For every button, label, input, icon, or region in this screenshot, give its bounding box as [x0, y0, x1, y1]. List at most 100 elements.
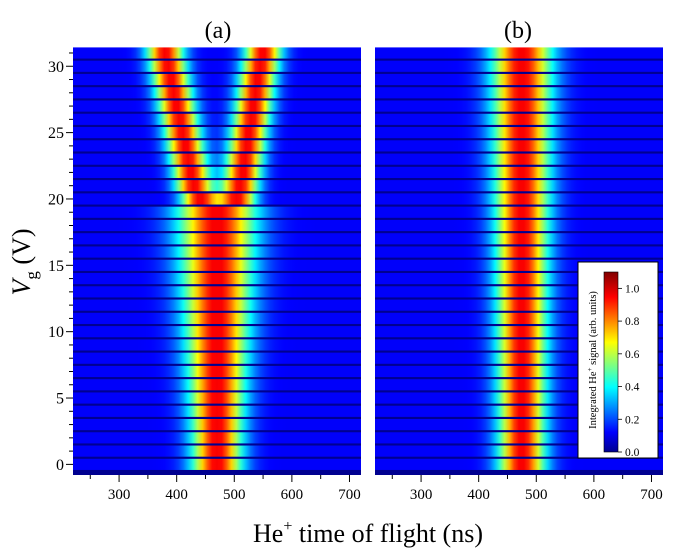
x-axis-label-rest: time of flight (ns) [292, 519, 483, 548]
x-tick-label-a-700: 700 [338, 487, 361, 503]
heatmap-row-a-vg-21 [73, 180, 361, 192]
y-axis-label-symbol: V [7, 276, 36, 295]
heatmap-row-a-vg-6 [73, 379, 361, 391]
panel-a-x-axis: 300 400 500 600 700 [89, 475, 361, 503]
heatmap-row-a-vg-7 [73, 365, 361, 378]
y-axis-label-subscript: g [22, 271, 41, 280]
heatmap-row-a-vg-12 [73, 299, 361, 311]
svg-text:Integrated He+ signal (arb. un: Integrated He+ signal (arb. units) [586, 291, 599, 429]
panel-b-heatmap [375, 47, 663, 470]
panel-b-title: (b) [504, 18, 532, 44]
x-tick-label-b-600: 600 [583, 487, 606, 503]
heatmap-row-b-vg-15 [375, 259, 663, 271]
y-tick-label-15: 15 [48, 258, 64, 275]
y-tick-label-20: 20 [48, 191, 64, 208]
x-tick-label-b-500: 500 [525, 487, 548, 503]
heatmap-row-a-vg-15 [73, 259, 361, 271]
heatmap-row-a-vg-8 [73, 352, 361, 364]
heatmap-row-a-vg-2 [73, 432, 361, 444]
heatmap-row-b-vg-8 [375, 352, 663, 364]
y-tick-label-30: 30 [48, 59, 64, 76]
y-tick-label-25: 25 [48, 125, 64, 142]
heatmap-row-a-vg-14 [73, 273, 361, 285]
x-tick-label-b-400: 400 [467, 487, 490, 503]
heatmap-row-b-vg-2 [375, 432, 663, 444]
x-tick-label-a-300: 300 [108, 487, 131, 503]
heatmap-row-a-vg-23 [73, 153, 361, 165]
heatmap-row-b-vg-1 [375, 445, 663, 457]
heatmap-row-a-vg-5 [73, 392, 361, 404]
heatmap-row-a-vg-25 [73, 127, 361, 139]
heatmap-row-a-vg-27 [73, 100, 361, 112]
heatmap-row-a-vg-18 [73, 219, 361, 232]
heatmap-row-b-vg-26 [375, 113, 663, 125]
x-tick-label-b-300: 300 [410, 487, 433, 503]
heatmap-row-a-vg-26 [73, 113, 361, 125]
heatmap-row-b-vg-4 [375, 405, 663, 417]
x-tick-label-b-700: 700 [640, 487, 663, 503]
heatmap-row-a-vg-13 [73, 286, 361, 298]
y-tick-label-10: 10 [48, 324, 64, 341]
heatmap-row-a-vg-28 [73, 87, 361, 99]
colorbar-tick-label-0.2: 0.2 [625, 414, 640, 426]
heatmap-row-a-vg-0 [73, 458, 361, 470]
colorbar-gradient [603, 271, 619, 453]
heatmap-row-b-vg-13 [375, 286, 663, 298]
heatmap-row-a-vg-1 [73, 445, 361, 457]
heatmap-row-b-vg-18 [375, 219, 663, 232]
heatmap-row-b-vg-25 [375, 127, 663, 139]
heatmap-row-a-vg-11 [73, 312, 361, 324]
y-axis-label-unit: (V) [7, 229, 36, 272]
heatmap-row-a-vg-22 [73, 166, 361, 178]
x-tick-label-a-600: 600 [281, 487, 304, 503]
panel-a-y-axis: 0 5 10 15 20 25 30 [48, 52, 73, 474]
heatmap-row-b-vg-6 [375, 379, 663, 391]
x-axis-label-superscript: + [283, 518, 292, 535]
svg-text:Vg (V): Vg (V) [7, 229, 41, 296]
colorbar-tick-label-0.8: 0.8 [625, 316, 640, 328]
heatmap-row-a-vg-16 [73, 246, 361, 258]
heatmap-row-b-vg-0 [375, 458, 663, 470]
heatmap-row-a-vg-10 [73, 326, 361, 338]
heatmap-row-a-vg-9 [73, 339, 361, 351]
colorbar-label-sup: + [586, 367, 594, 371]
heatmap-row-b-vg-30 [375, 60, 663, 72]
x-axis-label-he: He [253, 519, 283, 548]
heatmap-row-a-vg-29 [73, 73, 361, 86]
heatmap-row-b-vg-14 [375, 273, 663, 285]
heatmap-row-b-vg-3 [375, 419, 663, 431]
heatmap-row-a-vg-17 [73, 233, 361, 245]
x-axis-label: He+ time of flight (ns) [253, 518, 483, 548]
heatmap-row-a-vg-19 [73, 206, 361, 218]
y-axis-label: Vg (V) [7, 229, 41, 296]
heatmap-row-b-vg-5 [375, 392, 663, 404]
panel-a: (a) 300 400 500 600 700 0 5 10 15 20 25 30 [48, 18, 361, 503]
heatmap-row-b-vg-20 [375, 193, 663, 205]
colorbar-tick-label-1.0: 1.0 [625, 283, 640, 295]
heatmap-row-b-vg-7 [375, 365, 663, 378]
heatmap-row-b-vg-9 [375, 339, 663, 351]
x-tick-label-a-400: 400 [165, 487, 188, 503]
heatmap-row-b-vg-29 [375, 73, 663, 86]
heatmap-row-b-vg-28 [375, 87, 663, 99]
heatmap-row-b-vg-10 [375, 326, 663, 338]
colorbar-tick-label-0.6: 0.6 [625, 349, 640, 361]
colorbar-tick-label-0.0: 0.0 [625, 447, 640, 459]
heatmap-row-b-vg-23 [375, 153, 663, 165]
heatmap-row-a-vg-3 [73, 419, 361, 431]
heatmap-row-b-vg-21 [375, 180, 663, 192]
y-tick-label-5: 5 [56, 391, 64, 408]
colorbar: Integrated He+ signal (arb. units) 0.0 0.… [577, 261, 659, 459]
heatmap-row-a-vg-30 [73, 60, 361, 72]
panel-b-x-axis: 300 400 500 600 700 [391, 475, 663, 503]
heatmap-row-b-vg-27 [375, 100, 663, 112]
colorbar-label-pre: Integrated He [588, 371, 599, 429]
heatmap-row-b-vg-16 [375, 246, 663, 258]
heatmap-row-b-vg-22 [375, 166, 663, 178]
heatmap-row-b-vg-19 [375, 206, 663, 218]
heatmap-row-b-vg-11 [375, 312, 663, 324]
heatmap-row-b-vg-31 [375, 47, 663, 59]
heatmap-row-b-vg-24 [375, 140, 663, 152]
panel-a-heatmap [73, 47, 361, 470]
